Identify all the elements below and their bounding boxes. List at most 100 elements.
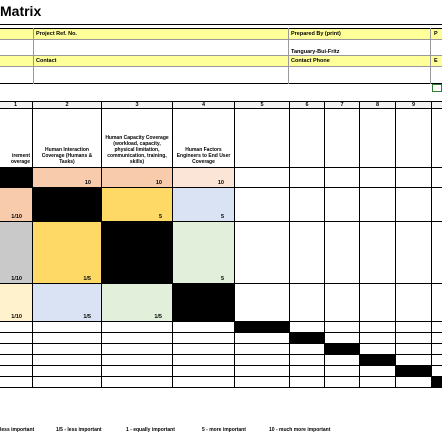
matrix-cell [235,333,290,344]
matrix-cell [432,322,442,333]
label: Project Ref. No. [36,31,77,37]
matrix-cell: 10 [33,168,102,188]
divider [430,28,431,84]
matrix-cell [396,333,432,344]
matrix-cell [173,322,235,333]
matrix-cell [290,366,325,377]
column-number: 1 [0,101,33,109]
matrix-cell [290,284,325,322]
matrix-cell: 5 [102,188,173,222]
matrix-cell [396,168,432,188]
matrix-cell [173,344,235,355]
matrix-cell [290,222,325,284]
matrix-cell [0,168,33,188]
header-row [0,56,442,67]
title: Matrix [0,3,42,19]
matrix-cell [325,355,360,366]
matrix-cell [235,355,290,366]
header-row [0,40,442,56]
column-header: Human Factors Engineers to End User Cove… [173,109,235,168]
matrix-cell [33,366,102,377]
matrix-cell [290,344,325,355]
matrix-cell [290,168,325,188]
matrix-cell [432,344,442,355]
matrix-cell [396,284,432,322]
column-number: 5 [235,101,290,109]
matrix-cell: 1/5 [33,222,102,284]
matrix-cell [290,188,325,222]
matrix-cell [102,366,173,377]
matrix-cell [360,344,396,355]
matrix-cell [432,366,442,377]
matrix-cell [396,188,432,222]
matrix-cell [235,188,290,222]
rule [0,24,442,25]
matrix-cell [33,322,102,333]
matrix-cell [325,188,360,222]
matrix-cell [360,188,396,222]
label: E [434,58,438,64]
matrix-cell [235,344,290,355]
column-number: 9 [396,101,432,109]
column-header [290,109,325,168]
matrix-cell [396,344,432,355]
matrix-cell [0,333,33,344]
column-number: 8 [360,101,396,109]
column-header [396,109,432,168]
column-number [432,101,442,109]
column-header [325,109,360,168]
legend-item: 10 - much more important [269,427,331,433]
matrix-cell [33,377,102,388]
matrix-cell: 5 [173,188,235,222]
matrix-cell [173,355,235,366]
matrix-cell [235,366,290,377]
matrix-cell [325,284,360,322]
column-number: 6 [290,101,325,109]
matrix-cell [396,322,432,333]
column-header [235,109,290,168]
legend-item: 1 - equally important [126,427,175,433]
matrix-cell [360,222,396,284]
header-row [0,67,442,84]
matrix-cell [102,333,173,344]
matrix-cell [102,377,173,388]
matrix-cell [325,222,360,284]
matrix-cell [33,344,102,355]
matrix-cell [325,333,360,344]
column-number: 3 [102,101,173,109]
matrix-cell [173,333,235,344]
matrix-cell: 10 [102,168,173,188]
matrix-cell [235,168,290,188]
matrix-cell [360,366,396,377]
matrix-cell [33,333,102,344]
matrix-cell [432,168,442,188]
matrix-cell [396,222,432,284]
legend-item: 1/5 - less important [56,427,102,433]
column-number: 4 [173,101,235,109]
column-header [360,109,396,168]
matrix-cell [325,366,360,377]
matrix-cell [33,188,102,222]
matrix-cell [290,377,325,388]
matrix-cell [0,355,33,366]
divider [288,28,289,84]
matrix-cell: 1/5 [102,284,173,322]
matrix-cell: 1/10 [0,188,33,222]
matrix-cell [432,377,442,388]
matrix-cell [0,344,33,355]
matrix-cell [173,284,235,322]
legend-item: less important [0,427,35,433]
matrix-cell [325,377,360,388]
matrix-cell [33,355,102,366]
matrix-cell [360,322,396,333]
matrix-cell [432,355,442,366]
column-number: 7 [325,101,360,109]
matrix-cell [102,322,173,333]
column-header: Human Capacity Coverage (workload, capac… [102,109,173,168]
matrix-cell [432,222,442,284]
matrix-cell [0,377,33,388]
label: P [434,31,438,37]
matrix-cell [290,322,325,333]
matrix-cell [235,377,290,388]
